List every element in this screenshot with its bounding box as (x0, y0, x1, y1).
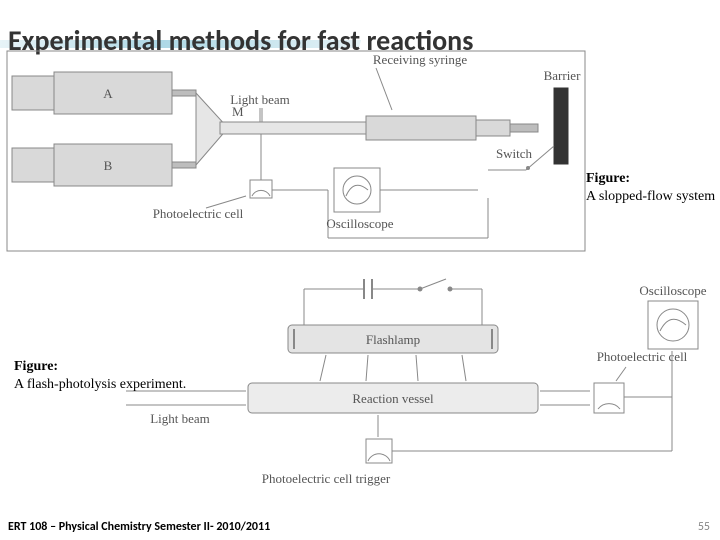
caption2-text: A flash-photolysis experiment. (14, 377, 186, 392)
label-switch: Switch (496, 146, 533, 161)
footer-left: ERT 108 – Physical Chemistry Semester II… (8, 520, 270, 534)
caption-stopped-flow: Figure: A slopped-flow system (586, 170, 715, 205)
label-photo: Photoelectric cell (153, 206, 244, 221)
caption1-heading: Figure: (586, 171, 630, 186)
caption2-heading: Figure: (14, 359, 58, 374)
label-barrier: Barrier (544, 68, 581, 83)
label-B: B (104, 158, 113, 173)
figure-flash-photolysis: Flashlamp Reaction vessel Light beam Pho… (120, 275, 710, 505)
caption1-text: A slopped-flow system (586, 189, 715, 204)
caption-flash-photolysis: Figure: A flash-photolysis experiment. (14, 358, 186, 393)
label-flashlamp: Flashlamp (366, 332, 420, 347)
label-osc1: Oscilloscope (326, 216, 393, 231)
footer-page-number: 55 (698, 520, 710, 534)
label-M: M (232, 104, 244, 119)
label-receiving: Receiving syringe (373, 52, 467, 67)
label-trigger-l1: Photoelectric cell trigger (262, 471, 391, 486)
label-cell: Photoelectric cell (597, 349, 688, 364)
figure-stopped-flow: A B Barrier Receiving syringe Light beam… (6, 50, 586, 252)
label-reaction: Reaction vessel (352, 391, 434, 406)
label-lightbeam2: Light beam (150, 411, 210, 426)
label-osc2: Oscilloscope (639, 283, 706, 298)
label-A: A (103, 86, 113, 101)
